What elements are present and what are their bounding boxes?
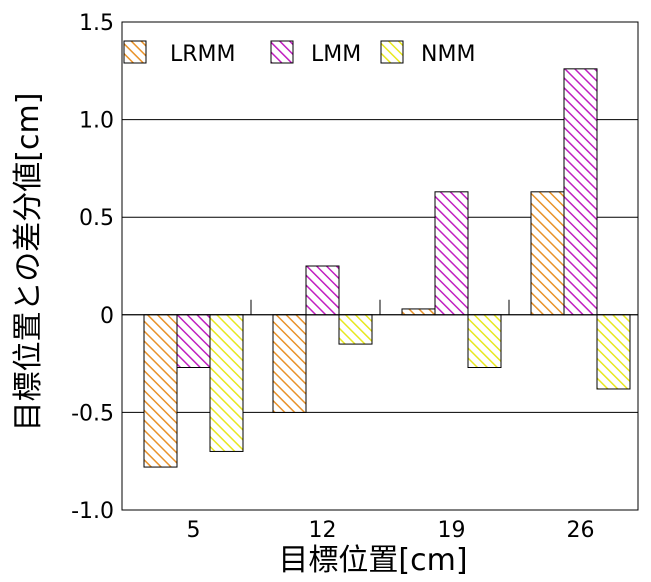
legend-label-lrmm: LRMM [170,42,236,67]
x-axis-title: 目標位置[cm] [278,543,467,578]
y-tick-label: -0.5 [71,401,114,426]
bar-lmm-12 [305,265,340,316]
y-tick-label: 0 [100,304,114,329]
bar-lrmm-12 [272,314,307,413]
y-tick-label: -1.0 [71,499,114,524]
bar-lrmm-19 [401,308,436,316]
y-tick-label: 1.0 [79,109,114,134]
legend-swatch-nmm [380,40,404,64]
legend-swatch-lrmm [123,40,147,64]
legend-label-nmm: NMM [421,42,475,67]
x-tick-label: 5 [187,518,201,543]
y-axis-title: 目標位置との差分値[cm] [11,93,46,432]
bars [143,68,631,468]
axes [121,21,639,511]
bar-lmm-19 [434,191,469,316]
plot-frame [121,21,639,511]
y-tick-label: 0.5 [79,206,114,231]
x-tick-label: 26 [567,518,595,543]
bar-nmm-5 [209,314,244,452]
y-tick-label: 1.5 [79,11,114,36]
x-tick-label: 19 [438,518,466,543]
bar-lrmm-5 [143,314,178,468]
x-tick-labels: 5 12 19 26 [187,518,595,543]
bar-nmm-12 [338,314,373,345]
bar-lmm-26 [563,68,598,316]
bar-nmm-26 [596,314,631,390]
y-tick-labels: 1.5 1.0 0.5 0 -0.5 -1.0 [71,11,114,524]
bar-lmm-5 [176,314,211,369]
bar-nmm-19 [467,314,502,369]
x-tick-label: 12 [309,518,337,543]
legend-swatch-lmm [270,40,294,64]
bar-lrmm-26 [530,191,565,316]
legend-label-lmm: LMM [311,42,361,67]
legend: LRMM LMM NMM [123,40,475,67]
